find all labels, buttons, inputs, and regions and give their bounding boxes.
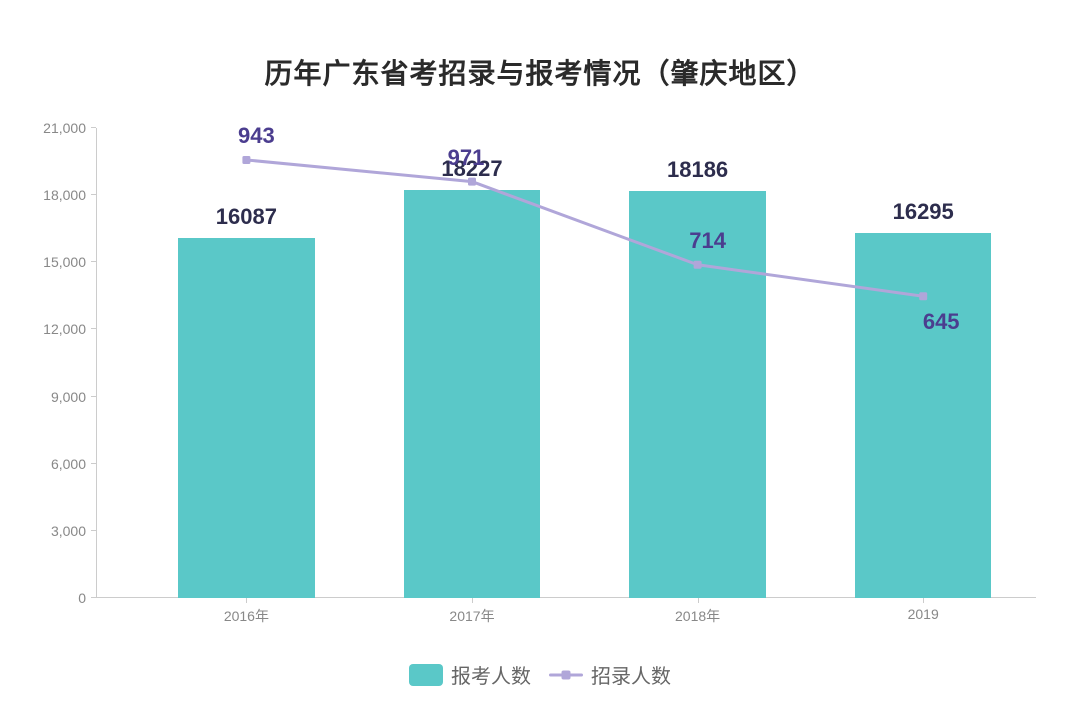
line-marker bbox=[468, 178, 476, 186]
line-marker bbox=[919, 292, 927, 300]
chart-title: 历年广东省考招录与报考情况（肇庆地区） bbox=[0, 52, 1080, 92]
legend: 报考人数 招录人数 bbox=[0, 660, 1080, 689]
y-tick-label: 6,000 bbox=[51, 456, 96, 472]
y-tick-label: 18,000 bbox=[43, 187, 96, 203]
legend-label-bar: 报考人数 bbox=[451, 660, 531, 689]
line-marker bbox=[242, 156, 250, 164]
x-tick-mark bbox=[698, 598, 699, 603]
y-tick-label: 21,000 bbox=[43, 120, 96, 136]
line-marker bbox=[694, 261, 702, 269]
legend-swatch-bar bbox=[409, 664, 443, 686]
y-tick-label: 3,000 bbox=[51, 523, 96, 539]
chart-plot-area: 03,0006,0009,00012,00015,00018,00021,000… bbox=[96, 128, 1036, 598]
legend-item-bar: 报考人数 bbox=[409, 660, 531, 689]
y-tick-label: 12,000 bbox=[43, 321, 96, 337]
legend-item-line: 招录人数 bbox=[549, 660, 671, 689]
y-tick-label: 9,000 bbox=[51, 389, 96, 405]
line-series bbox=[96, 128, 1036, 598]
y-tick-label: 15,000 bbox=[43, 254, 96, 270]
x-tick-mark bbox=[923, 598, 924, 603]
line-value-label: 971 bbox=[448, 145, 485, 171]
x-tick-mark bbox=[246, 598, 247, 603]
x-tick-mark bbox=[472, 598, 473, 603]
y-tick-label: 0 bbox=[78, 590, 96, 606]
legend-swatch-line bbox=[549, 664, 583, 686]
line-value-label: 645 bbox=[923, 309, 960, 335]
legend-label-line: 招录人数 bbox=[591, 660, 671, 689]
line-value-label: 943 bbox=[238, 123, 275, 149]
plot: 03,0006,0009,00012,00015,00018,00021,000… bbox=[96, 128, 1036, 598]
line-value-label: 714 bbox=[689, 228, 726, 254]
